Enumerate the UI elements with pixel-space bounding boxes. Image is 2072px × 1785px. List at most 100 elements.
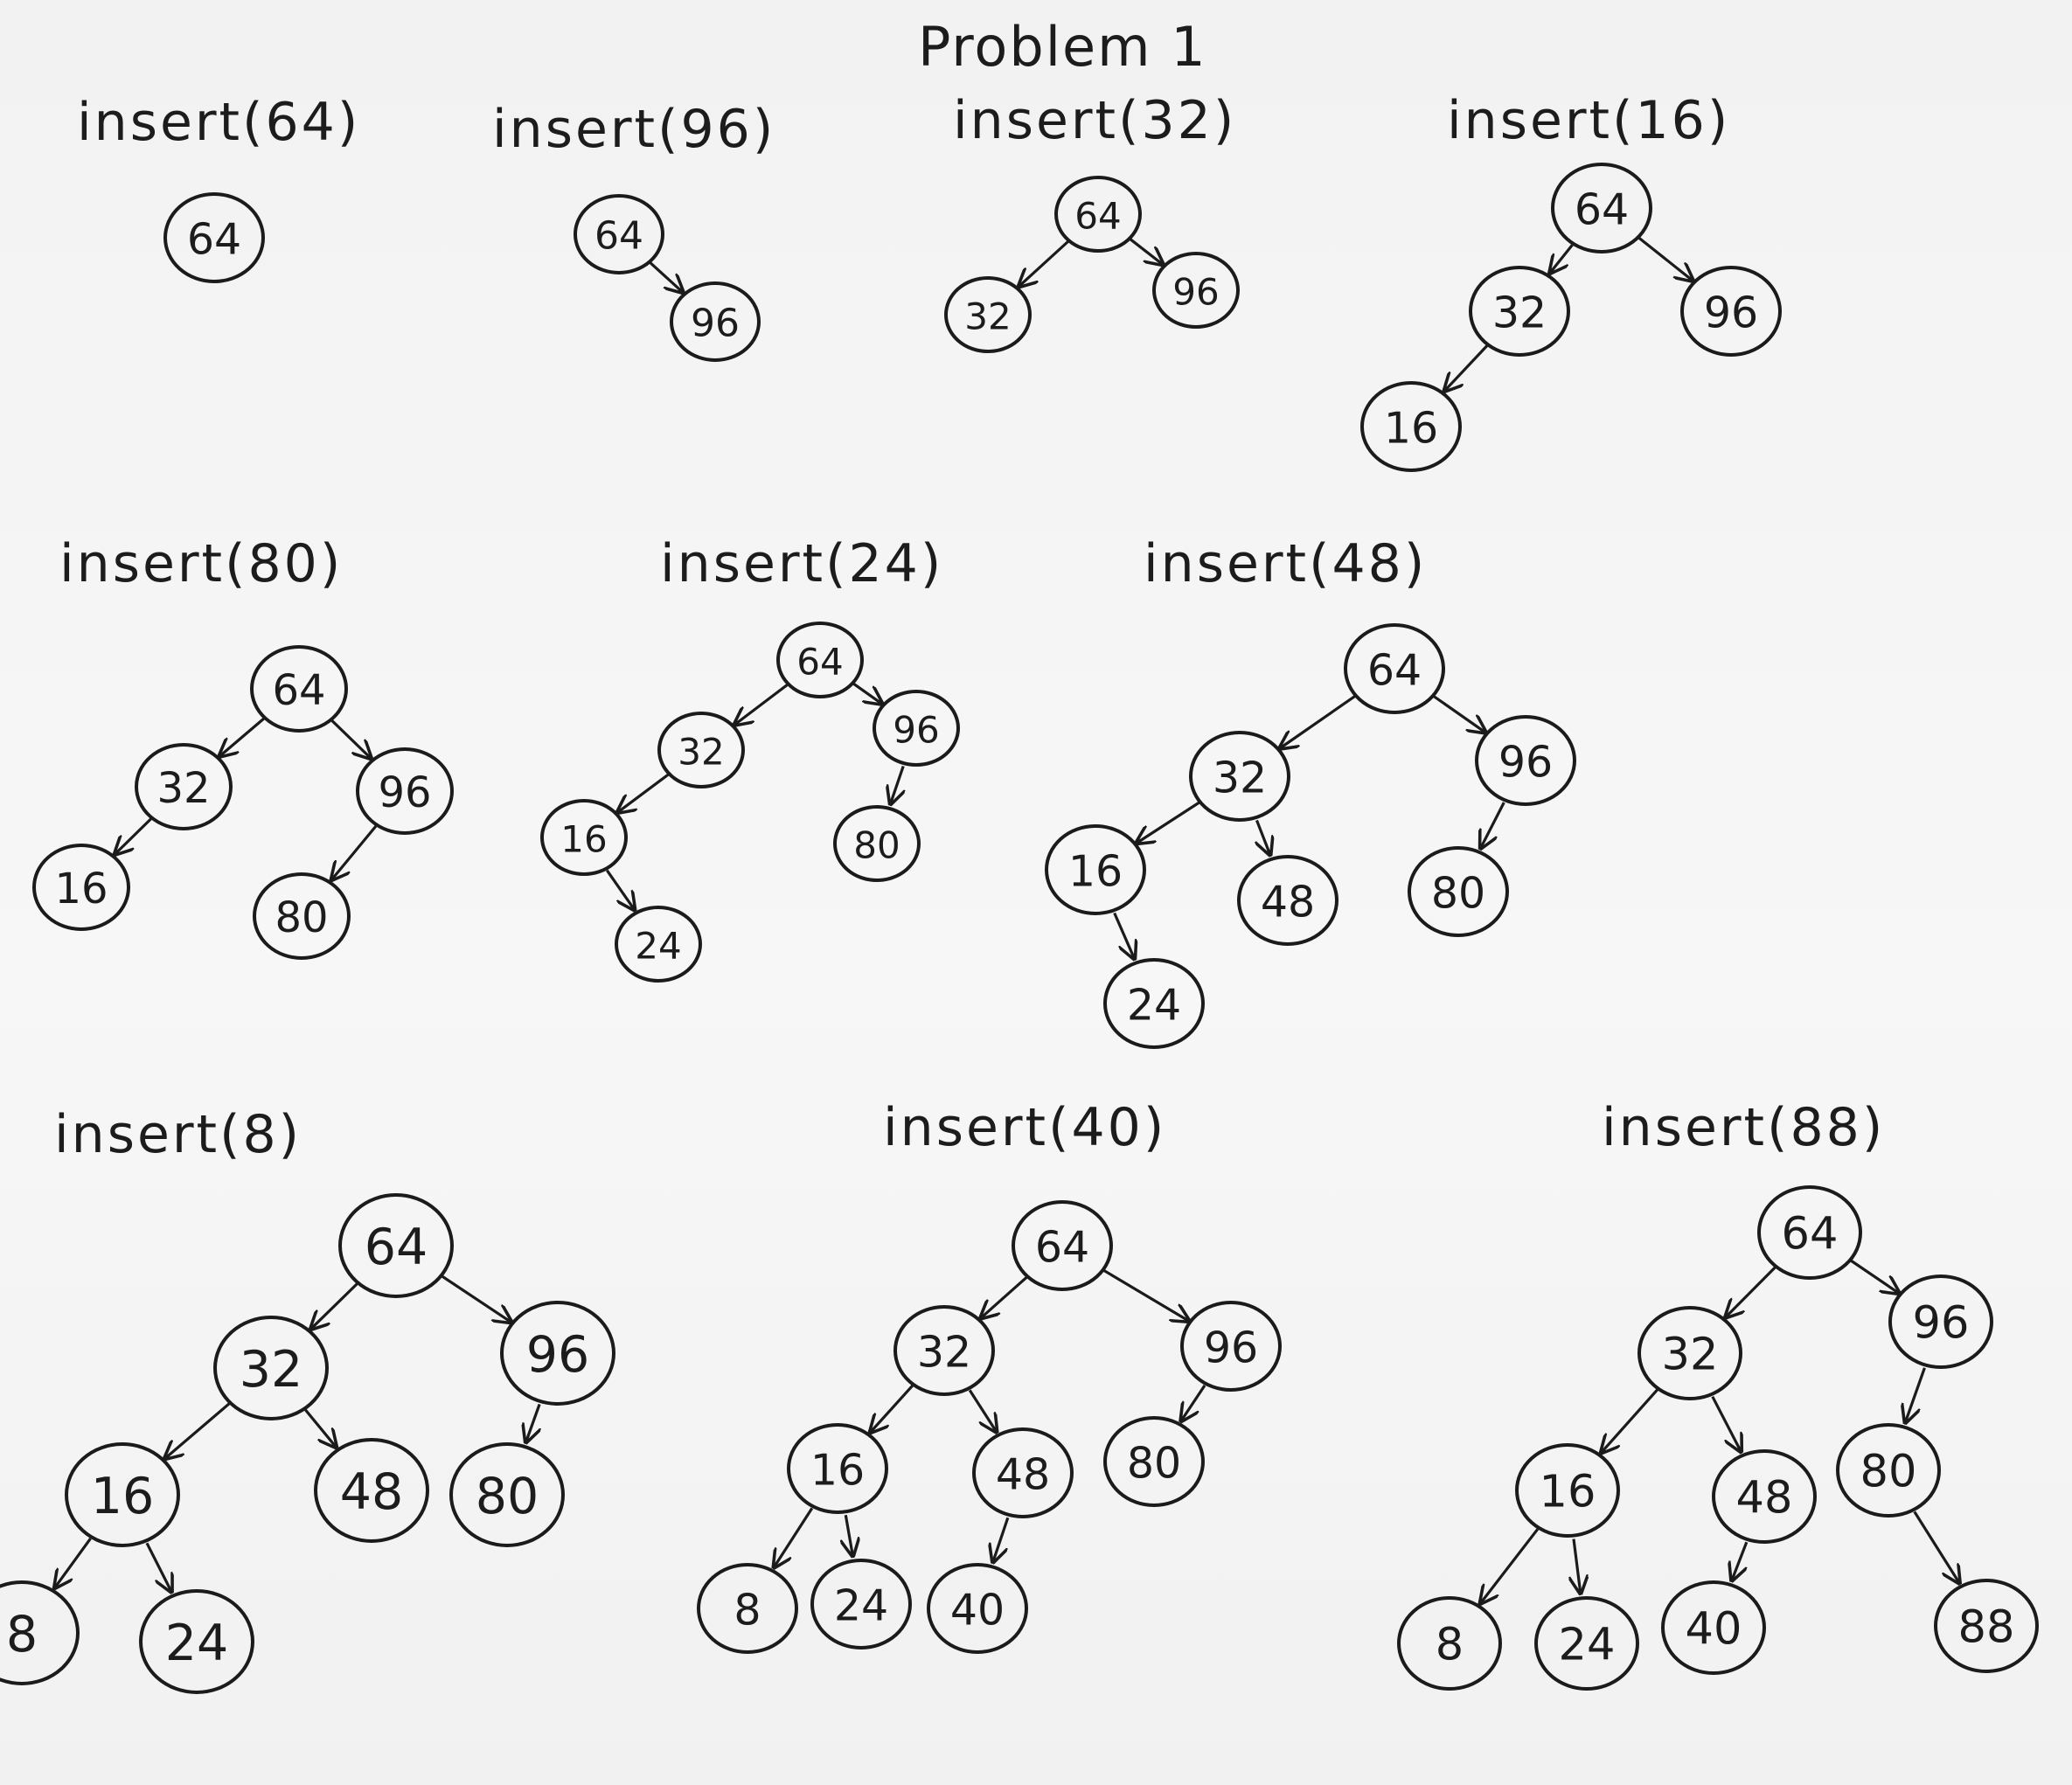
tree-edge-arrow — [649, 261, 684, 292]
tree-edge-arrow — [526, 1403, 540, 1441]
tree-node-circle — [1934, 1579, 2039, 1673]
tree-node-circle — [944, 276, 1032, 353]
tree-node-circle — [873, 690, 960, 767]
panel-label: insert(64) — [77, 92, 360, 153]
tree-edge-arrow — [1637, 236, 1693, 281]
tree-edge-arrow — [1444, 344, 1489, 391]
tree-edge-arrow — [734, 683, 789, 725]
tree-edge-arrow — [605, 869, 634, 910]
tree-edge-arrow — [1137, 801, 1201, 843]
tree-node-value: 16 — [1384, 404, 1438, 454]
tree-node-circle — [1515, 1443, 1620, 1538]
tree-node-circle — [1012, 1200, 1113, 1291]
tree-node-circle — [697, 1563, 798, 1654]
tree-node-circle — [1237, 855, 1338, 946]
tree-edge-arrow — [1905, 1367, 1926, 1423]
tree-node-value: 96 — [1172, 271, 1219, 314]
tree-node-value: 48 — [340, 1463, 404, 1521]
tree-node-circle — [1836, 1423, 1941, 1518]
tree-node-circle — [314, 1438, 429, 1543]
tree-node-circle — [139, 1589, 254, 1694]
tree-node-value: 64 — [796, 641, 843, 684]
tree-node-circle — [574, 194, 664, 274]
tree-panel: insert(88) 64 32 96 16 48 80 8 24 40 88 — [1397, 1097, 2039, 1691]
tree-node-value: 24 — [1127, 981, 1181, 1031]
tree-node-value: 32 — [240, 1341, 303, 1399]
tree-edge-arrow — [1602, 1388, 1658, 1453]
tree-node-value: 64 — [1074, 195, 1121, 238]
tree-node-value: 24 — [1559, 1620, 1616, 1671]
tree-node-circle — [1103, 1416, 1205, 1507]
tree-node-value: 80 — [1860, 1447, 1917, 1498]
tree-edge-arrow — [1257, 819, 1270, 854]
tree-node-circle — [1888, 1275, 1993, 1369]
tree-edge-arrow — [115, 817, 153, 855]
tree-edge-arrow — [1019, 240, 1070, 287]
tree-node-value: 8 — [6, 1606, 38, 1663]
tree-node-value: 24 — [165, 1615, 229, 1672]
tree-node-value: 64 — [594, 214, 643, 259]
tree-node-value: 80 — [853, 824, 900, 867]
tree-node-circle — [1757, 1185, 1862, 1280]
tree-node-circle — [449, 1442, 565, 1547]
tree-node-circle — [1344, 623, 1445, 714]
tree-node-circle — [1475, 715, 1576, 806]
tree-edge-arrow — [311, 1282, 358, 1329]
tree-node-circle — [0, 1580, 80, 1685]
tree-node-circle — [135, 743, 233, 830]
tree-edge-arrow — [1726, 1266, 1776, 1317]
tree-node-value: 40 — [950, 1586, 1005, 1636]
tree-panel: insert(32) 64 32 96 — [944, 90, 1240, 353]
tree-node-value: 32 — [1213, 754, 1267, 803]
tree-node-value: 64 — [1367, 646, 1422, 696]
tree-edge-arrow — [331, 825, 378, 879]
tree-node-value: 8 — [1436, 1620, 1464, 1671]
tree-node-circle — [657, 712, 745, 788]
tree-edge-arrow — [1913, 1511, 1959, 1583]
tree-node-circle — [253, 872, 351, 960]
tree-node-value: 80 — [1431, 869, 1485, 919]
tree-node-value: 16 — [1068, 847, 1123, 897]
panel-label: insert(16) — [1447, 90, 1730, 151]
tree-node-value: 64 — [187, 215, 241, 265]
panel-label: insert(32) — [953, 90, 1236, 151]
tree-node-value: 64 — [272, 666, 325, 715]
tree-node-value: 96 — [893, 709, 939, 752]
tree-node-circle — [1551, 163, 1652, 254]
tree-node-circle — [1469, 266, 1570, 357]
panel-label: insert(88) — [1602, 1097, 1885, 1158]
tree-edge-arrow — [968, 1389, 997, 1432]
tree-edge-arrow — [1574, 1538, 1581, 1594]
page-title: Problem 1 — [918, 15, 1207, 79]
tree-node-circle — [163, 192, 265, 283]
tree-node-circle — [1189, 731, 1290, 822]
tree-node-value: 48 — [996, 1450, 1050, 1500]
tree-edge-arrow — [1480, 1528, 1540, 1603]
panel-label: insert(80) — [59, 533, 343, 594]
tree-edge-arrow — [330, 719, 371, 758]
tree-edge-arrow — [852, 682, 882, 705]
tree-edge-arrow — [1849, 1259, 1899, 1294]
tree-edge-arrow — [1181, 1385, 1206, 1421]
tree-node-value: 96 — [1498, 738, 1553, 788]
tree-node-circle — [893, 1305, 995, 1396]
tree-edge-arrow — [774, 1507, 814, 1567]
tree-node-value: 88 — [1958, 1602, 2015, 1654]
panel-label: insert(96) — [492, 99, 775, 160]
tree-node-value: 80 — [275, 893, 328, 942]
tree-node-circle — [1152, 252, 1240, 329]
tree-edge-arrow — [1102, 1268, 1189, 1322]
tree-edge-arrow — [1432, 694, 1485, 733]
tree-node-circle — [810, 1559, 912, 1650]
tree-node-value: 80 — [476, 1468, 539, 1525]
tree-node-circle — [1045, 824, 1146, 915]
tree-node-value: 40 — [1686, 1604, 1742, 1656]
tree-node-circle — [1103, 958, 1205, 1049]
tree-node-circle — [927, 1563, 1028, 1654]
tree-panel: insert(80) 64 32 96 16 80 — [32, 533, 454, 960]
tree-node-value: 96 — [378, 768, 431, 817]
tree-panel: insert(64) 64 — [77, 92, 360, 283]
tree-node-value: 96 — [1704, 288, 1758, 338]
